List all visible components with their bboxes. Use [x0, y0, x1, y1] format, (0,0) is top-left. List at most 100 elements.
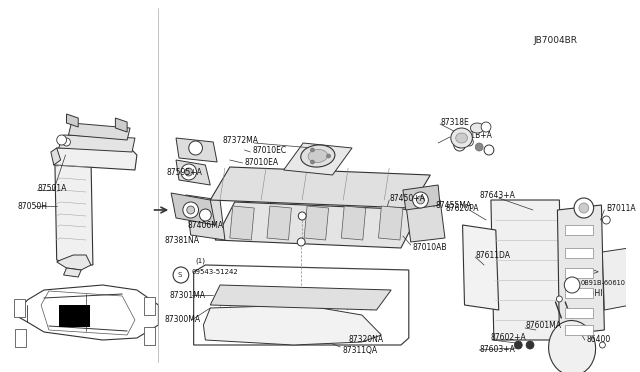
Circle shape	[185, 168, 193, 176]
Text: JB7004BR: JB7004BR	[533, 35, 577, 45]
Polygon shape	[230, 206, 254, 240]
Circle shape	[310, 148, 314, 152]
Bar	[565, 325, 593, 335]
Polygon shape	[211, 167, 430, 208]
Circle shape	[600, 342, 605, 348]
Polygon shape	[67, 114, 78, 127]
Polygon shape	[378, 206, 403, 240]
Circle shape	[200, 209, 211, 221]
Text: 87311QA: 87311QA	[342, 346, 378, 355]
Circle shape	[564, 277, 580, 293]
Bar	[565, 268, 593, 278]
Text: 87501A: 87501A	[37, 183, 67, 192]
Text: 87320NA: 87320NA	[348, 336, 383, 344]
Ellipse shape	[308, 150, 328, 163]
Circle shape	[63, 138, 70, 146]
Bar	[144, 297, 156, 315]
Text: 87595+A: 87595+A	[166, 167, 202, 176]
Ellipse shape	[548, 321, 596, 372]
Text: 87601MA: 87601MA	[525, 321, 561, 330]
Polygon shape	[63, 268, 81, 277]
Circle shape	[187, 206, 195, 214]
Bar	[565, 288, 593, 298]
Text: 87301MA: 87301MA	[169, 291, 205, 299]
Polygon shape	[171, 193, 215, 225]
Circle shape	[57, 135, 67, 145]
Bar	[144, 327, 156, 345]
Polygon shape	[204, 305, 381, 345]
Circle shape	[602, 216, 610, 224]
Polygon shape	[557, 205, 604, 335]
Polygon shape	[186, 195, 225, 240]
Bar	[565, 225, 593, 235]
Polygon shape	[215, 202, 420, 248]
Ellipse shape	[451, 128, 472, 148]
Circle shape	[579, 203, 589, 213]
Polygon shape	[602, 248, 631, 310]
Text: 87741B+A: 87741B+A	[452, 131, 493, 140]
Text: 985HI: 985HI	[581, 289, 604, 298]
Text: 87010AB: 87010AB	[413, 244, 447, 253]
Ellipse shape	[470, 123, 484, 133]
Polygon shape	[176, 138, 217, 162]
Polygon shape	[59, 135, 135, 152]
Circle shape	[326, 154, 330, 158]
Text: 87010EA: 87010EA	[244, 157, 278, 167]
Ellipse shape	[456, 133, 467, 143]
Circle shape	[310, 160, 314, 164]
Polygon shape	[406, 200, 445, 242]
Polygon shape	[194, 265, 409, 345]
Circle shape	[189, 141, 202, 155]
Polygon shape	[41, 291, 135, 335]
Bar	[565, 248, 593, 258]
Polygon shape	[463, 225, 499, 310]
Circle shape	[574, 198, 594, 218]
Polygon shape	[115, 118, 127, 132]
Text: 87300MA: 87300MA	[164, 315, 200, 324]
Text: S: S	[178, 272, 182, 278]
Text: B7011A: B7011A	[606, 203, 636, 212]
Circle shape	[173, 267, 189, 283]
Text: 0B91B-60610: 0B91B-60610	[581, 280, 626, 286]
Circle shape	[481, 122, 491, 132]
Text: 87050H: 87050H	[18, 202, 47, 211]
Bar	[13, 299, 26, 317]
Circle shape	[181, 164, 196, 180]
Text: 87406MA: 87406MA	[188, 221, 224, 230]
Circle shape	[476, 143, 483, 151]
Text: 87620PA: 87620PA	[446, 203, 479, 212]
Circle shape	[454, 139, 465, 151]
Bar	[565, 308, 593, 318]
Text: 87455MA: 87455MA	[435, 201, 471, 209]
Polygon shape	[267, 206, 291, 240]
Circle shape	[526, 341, 534, 349]
Text: 87603+A: 87603+A	[479, 346, 515, 355]
Polygon shape	[54, 145, 137, 170]
Circle shape	[413, 192, 428, 208]
Text: (1): (1)	[196, 258, 205, 264]
Text: 87010EC: 87010EC	[252, 145, 287, 154]
Circle shape	[298, 212, 306, 220]
Polygon shape	[55, 148, 93, 265]
Text: N: N	[570, 282, 575, 288]
Circle shape	[298, 238, 305, 246]
Polygon shape	[15, 285, 159, 340]
Bar	[15, 329, 26, 347]
Text: 87381NA: 87381NA	[164, 235, 199, 244]
Circle shape	[457, 142, 463, 148]
Text: 87643+A: 87643+A	[479, 190, 515, 199]
Text: 87611DA: 87611DA	[476, 250, 510, 260]
Circle shape	[515, 341, 522, 349]
Circle shape	[183, 202, 198, 218]
Text: 87372MA: 87372MA	[223, 135, 259, 144]
Bar	[59, 305, 90, 327]
Polygon shape	[211, 285, 391, 310]
Text: <2>: <2>	[583, 269, 599, 275]
Text: 87450+A: 87450+A	[389, 193, 425, 202]
Circle shape	[417, 196, 424, 204]
Text: 09543-51242: 09543-51242	[191, 269, 239, 275]
Text: 87602+A: 87602+A	[491, 334, 527, 343]
Polygon shape	[176, 160, 211, 185]
Circle shape	[556, 296, 563, 302]
Polygon shape	[51, 148, 61, 165]
